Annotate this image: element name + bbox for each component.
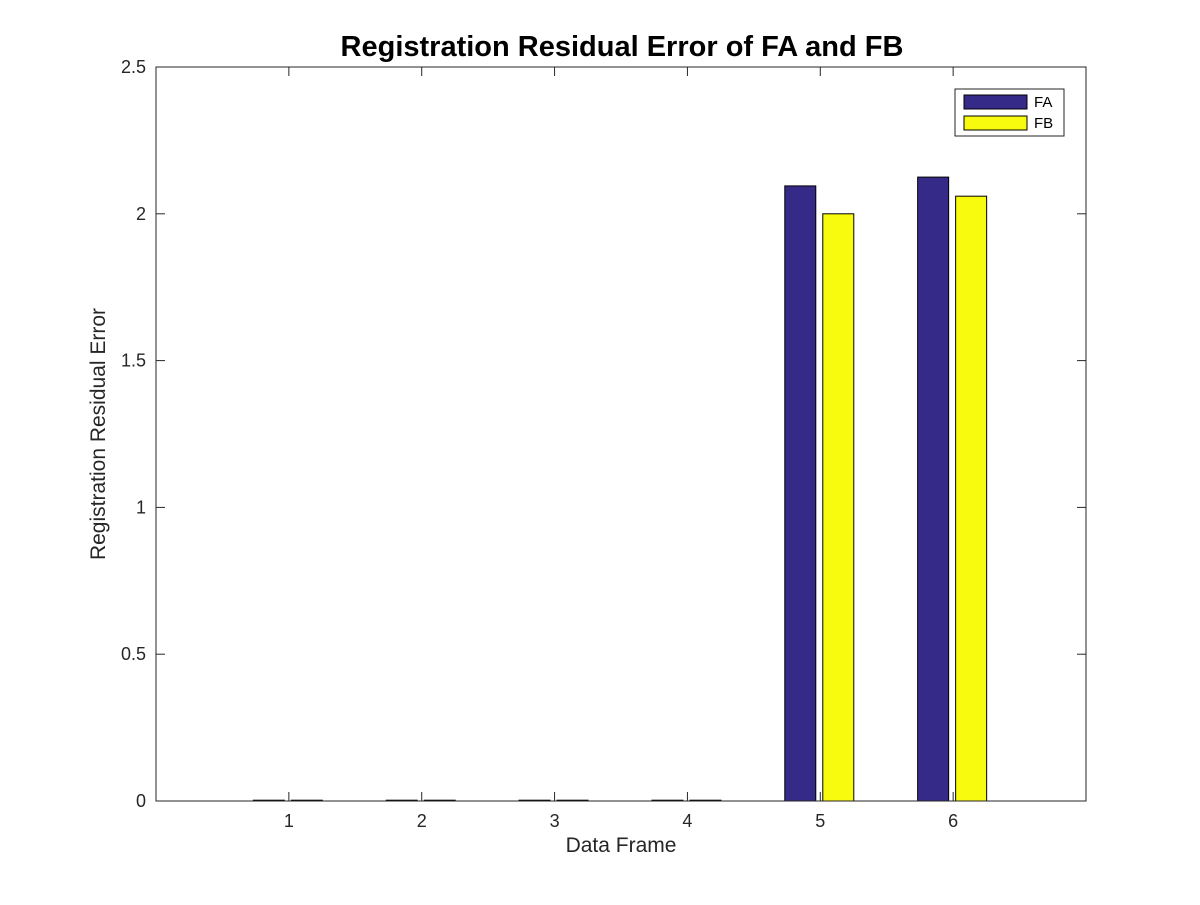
legend: FA FB [954,88,1065,137]
bar-fa-frame-6 [917,176,950,802]
x-tick-label: 5 [815,811,825,831]
y-tick-label: 0 [136,791,146,811]
x-tick-label: 3 [550,811,560,831]
legend-swatch-fa [963,94,1028,110]
x-tick-label: 1 [284,811,294,831]
x-tick-label: 6 [948,811,958,831]
bars-layer [252,176,988,802]
chart-title: Registration Residual Error of FA and FB [341,31,904,63]
y-tick-label: 0.5 [121,644,146,664]
y-axis-label: Registration Residual Error [87,308,110,560]
bar-fb-frame-6 [955,195,988,802]
y-tick-label: 2 [136,204,146,224]
plot-area-frame [155,66,1087,802]
x-tick-label: 2 [417,811,427,831]
legend-label-fb: FB [1034,115,1053,132]
y-tick-label: 1.5 [121,351,146,371]
x-axis-label: Data Frame [566,834,677,857]
bar-fa-frame-5 [784,185,817,802]
y-tick-label: 1 [136,497,146,517]
legend-swatch-fb [963,115,1028,131]
y-tick-label: 2.5 [121,57,146,77]
bar-fb-frame-5 [822,213,855,802]
x-tick-label: 4 [682,811,692,831]
ticks-layer: 1 2 3 4 5 6 0 0.5 1 1.5 2 2.5 [121,57,1086,831]
legend-label-fa: FA [1034,94,1052,111]
